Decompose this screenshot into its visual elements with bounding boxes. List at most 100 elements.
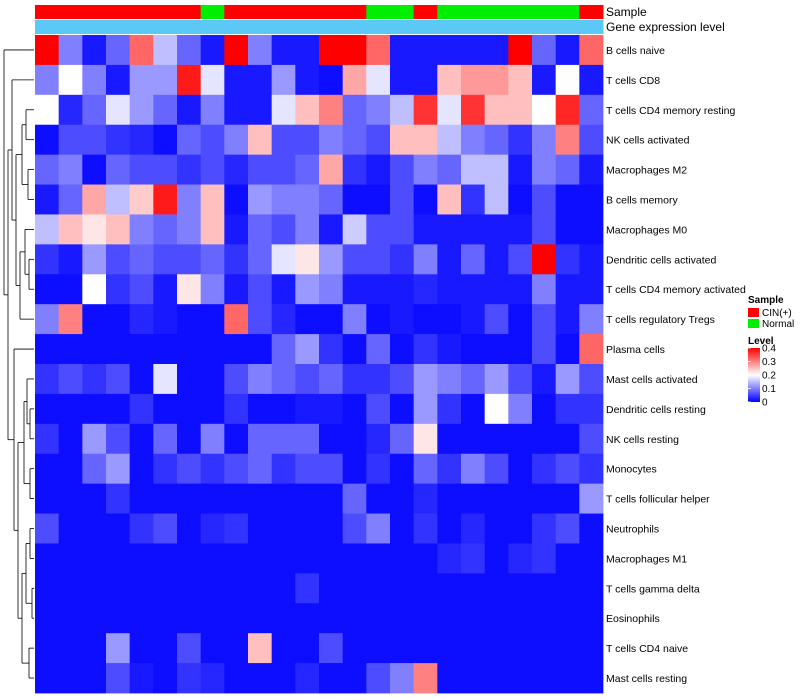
expression-level-cell xyxy=(484,20,509,34)
heatmap-cell xyxy=(437,393,462,425)
heatmap-cell xyxy=(295,124,320,156)
heatmap-cell xyxy=(35,304,60,335)
heatmap-cell xyxy=(106,633,131,664)
expression-level-cell xyxy=(366,20,391,34)
heatmap-cell xyxy=(177,154,202,185)
heatmap-cell xyxy=(555,453,580,485)
heatmap-cell xyxy=(579,214,604,245)
heatmap-cell xyxy=(200,334,225,365)
heatmap-cell xyxy=(248,423,273,455)
heatmap-cell xyxy=(390,543,415,574)
heatmap-cell xyxy=(437,543,462,574)
heatmap-cell xyxy=(248,663,273,694)
heatmap-cell xyxy=(390,124,415,156)
heatmap-cell xyxy=(579,94,604,126)
heatmap-cell xyxy=(342,154,367,185)
heatmap-cell xyxy=(579,154,604,185)
heatmap-cell xyxy=(248,573,273,604)
heatmap-cell xyxy=(390,214,415,245)
heatmap-cell xyxy=(579,244,604,275)
heatmap-cell xyxy=(35,94,60,126)
sample-annotation-label: Sample xyxy=(606,5,647,19)
heatmap-cell xyxy=(390,453,415,485)
heatmap-cell xyxy=(271,483,296,514)
heatmap-cell xyxy=(390,423,415,455)
heatmap-cell xyxy=(200,543,225,574)
heatmap-cell xyxy=(366,573,391,604)
heatmap-cell xyxy=(461,124,486,156)
heatmap-cell xyxy=(224,244,249,275)
heatmap-cell xyxy=(248,35,273,66)
row-dendrogram xyxy=(3,49,34,679)
sample-annotation-cell xyxy=(390,5,415,19)
heatmap-cell xyxy=(390,364,415,395)
heatmap-cell xyxy=(413,154,438,185)
heatmap-cell xyxy=(461,64,486,96)
heatmap-cell xyxy=(579,304,604,335)
heatmap-cell xyxy=(129,214,154,245)
heatmap-cell xyxy=(508,244,533,275)
row-label: T cells CD4 naive xyxy=(606,643,688,655)
heatmap-cell xyxy=(129,364,154,395)
heatmap-cell xyxy=(508,453,533,485)
heatmap-cell xyxy=(390,304,415,335)
heatmap-cell xyxy=(248,453,273,485)
heatmap-cell xyxy=(271,35,296,66)
legend-swatch-cin xyxy=(748,308,759,317)
heatmap-cell xyxy=(177,334,202,365)
heatmap-cell xyxy=(484,244,509,275)
heatmap-cell xyxy=(579,364,604,395)
heatmap-cell xyxy=(200,364,225,395)
sample-annotation-cell xyxy=(129,5,154,19)
heatmap-cell xyxy=(319,423,344,455)
heatmap-cell xyxy=(129,513,154,544)
heatmap-cell xyxy=(413,453,438,485)
heatmap-cell xyxy=(248,513,273,544)
heatmap-cell xyxy=(82,543,107,574)
heatmap-cell xyxy=(555,244,580,275)
heatmap-cell xyxy=(35,364,60,395)
heatmap-cell xyxy=(390,274,415,305)
heatmap-cell xyxy=(484,334,509,365)
heatmap-cell xyxy=(579,633,604,664)
heatmap-cell xyxy=(35,603,60,634)
expression-level-cell xyxy=(579,20,604,34)
row-label: Eosinophils xyxy=(606,613,660,625)
expression-level-cell xyxy=(224,20,249,34)
heatmap-cell xyxy=(508,214,533,245)
heatmap-cell xyxy=(153,64,178,96)
heatmap-cell xyxy=(461,573,486,604)
heatmap-cell xyxy=(200,154,225,185)
heatmap-cell xyxy=(555,274,580,305)
heatmap-cell xyxy=(177,453,202,485)
heatmap-cell xyxy=(58,364,83,395)
heatmap-cell xyxy=(177,214,202,245)
heatmap-cell xyxy=(271,334,296,365)
heatmap-cell xyxy=(461,364,486,395)
heatmap-cell xyxy=(58,244,83,275)
heatmap-cell xyxy=(248,244,273,275)
heatmap-cell xyxy=(319,513,344,544)
heatmap-cell xyxy=(484,94,509,126)
heatmap-cell xyxy=(508,35,533,66)
heatmap-cell xyxy=(82,603,107,634)
sample-annotation-cell xyxy=(366,5,391,19)
heatmap-cell xyxy=(342,274,367,305)
heatmap-cell xyxy=(200,274,225,305)
heatmap-cell xyxy=(129,35,154,66)
heatmap-cell xyxy=(224,124,249,156)
heatmap-cell xyxy=(461,244,486,275)
sample-annotation-cell xyxy=(579,5,604,19)
heatmap-cell xyxy=(271,214,296,245)
expression-level-cell xyxy=(271,20,296,34)
heatmap-cell xyxy=(461,663,486,694)
level-legend-title: Level xyxy=(748,336,774,347)
heatmap-cell xyxy=(508,633,533,664)
heatmap-cell xyxy=(532,154,557,185)
heatmap-cell xyxy=(271,274,296,305)
sample-annotation-cell xyxy=(177,5,202,19)
heatmap-cell xyxy=(295,633,320,664)
heatmap-cell xyxy=(58,483,83,514)
heatmap-cell xyxy=(390,184,415,215)
heatmap-cell xyxy=(177,573,202,604)
